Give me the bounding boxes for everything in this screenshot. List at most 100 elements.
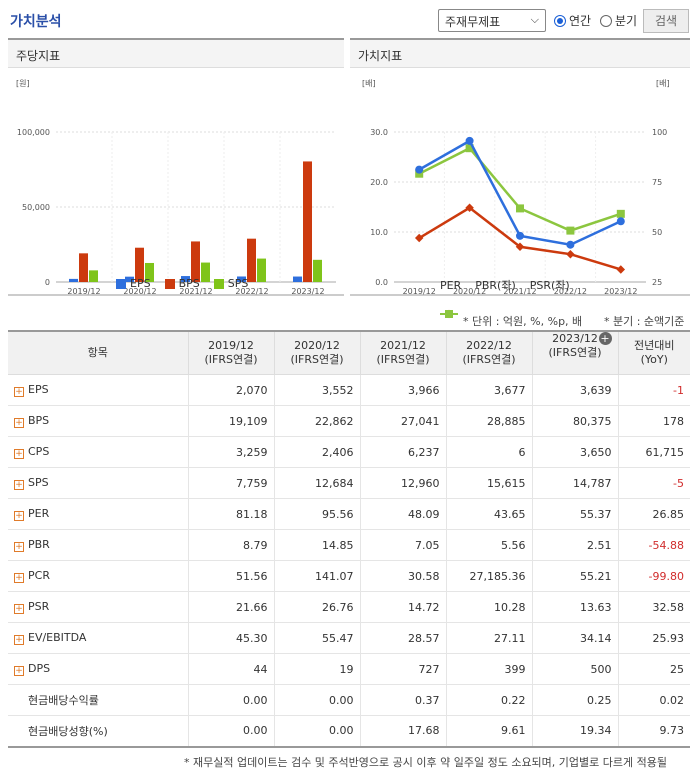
row-label: SPS <box>28 476 49 489</box>
expand-plus-icon[interactable]: + <box>14 480 24 490</box>
yoy-cell: 0.02 <box>617 684 690 716</box>
table-cell: 7.05 <box>359 529 446 561</box>
y-tick-label-right: 25 <box>652 278 662 287</box>
legend-item-per[interactable]: PER <box>440 279 461 318</box>
table-cell: 27.11 <box>445 622 532 654</box>
expand-plus-icon[interactable]: + <box>14 573 24 583</box>
expand-plus-icon[interactable]: + <box>14 387 24 397</box>
table-cell: 19 <box>273 653 360 685</box>
yoy-cell: 25.93 <box>617 622 690 654</box>
legend-item-sps[interactable]: SPS <box>213 277 248 290</box>
legend-label-pbr: PBR(좌) <box>475 279 516 292</box>
bar-bps <box>191 241 200 282</box>
yoy-cell: -1 <box>617 374 690 406</box>
yoy-cell: -54.88 <box>617 529 690 561</box>
table-cell: 27,041 <box>359 405 446 437</box>
add-column-plus-icon[interactable]: + <box>598 332 612 345</box>
radio-annual-label: 연간 <box>569 14 592 28</box>
search-button[interactable]: 검색 <box>643 9 689 33</box>
legend-swatch-eps <box>116 278 126 289</box>
table-cell: 399 <box>445 653 532 685</box>
table-cell: 19.34 <box>531 715 618 747</box>
table-cell: 80,375 <box>531 405 618 437</box>
top-bar: 가치분석 주재무제표 ⌵ 연간 분기 검색 <box>0 0 694 40</box>
table-row: + PBR 8.79 14.85 7.05 5.56 2.51 -54.88 <box>8 529 690 561</box>
expand-plus-icon[interactable]: + <box>14 511 24 521</box>
table-cell: 28.57 <box>359 622 446 654</box>
bar-bps <box>79 253 88 282</box>
row-label-cell[interactable]: + PBR <box>8 529 188 561</box>
table-cell: 30.58 <box>359 560 446 592</box>
table-cell: 9.61 <box>445 715 532 747</box>
row-label-cell[interactable]: + BPS <box>8 405 188 437</box>
table-row: + DPS 44 19 727 399 500 25 <box>8 653 690 685</box>
row-label-cell[interactable]: + CPS <box>8 436 188 468</box>
bar-eps <box>125 276 134 282</box>
column-header: 2021/12 (IFRS연결) <box>359 330 447 375</box>
bar-bps <box>247 238 256 282</box>
bar-sps <box>145 262 154 282</box>
table-cell: 12,684 <box>273 467 360 499</box>
row-label-cell[interactable]: + EPS <box>8 374 188 406</box>
table-cell: 3,639 <box>531 374 618 406</box>
table-cell: 0.00 <box>273 715 360 747</box>
chevron-down-icon: ⌵ <box>530 13 539 26</box>
expand-plus-icon[interactable]: + <box>14 542 24 552</box>
table-cell: 55.47 <box>273 622 360 654</box>
expand-plus-icon[interactable]: + <box>14 604 24 614</box>
row-label-cell[interactable]: + DPS <box>8 653 188 685</box>
legend-swatch-bps <box>164 278 175 289</box>
statement-select-value: 주재무제표 <box>445 15 501 29</box>
table-cell: 21.66 <box>187 591 274 623</box>
x-tick-label: 2019/12 <box>403 287 436 296</box>
column-header-item: 항목 <box>8 330 189 375</box>
legend-item-eps[interactable]: EPS <box>116 277 151 290</box>
yoy-cell: 9.73 <box>617 715 690 747</box>
column-header-line1: 2020/12 <box>294 339 340 352</box>
row-label-cell[interactable]: + SPS <box>8 467 188 499</box>
table-cell: 19,109 <box>187 405 274 437</box>
table-cell: 6,237 <box>359 436 446 468</box>
column-header-line2: (IFRS연결) <box>462 353 516 366</box>
row-label-cell[interactable]: + PCR <box>8 560 188 592</box>
statement-select[interactable]: 주재무제표 ⌵ <box>438 9 546 32</box>
column-header-line2: (IFRS연결) <box>548 346 602 359</box>
radio-quarter[interactable]: 분기 <box>600 12 637 29</box>
legend-item-bps[interactable]: BPS <box>164 277 200 290</box>
x-tick-label: 2020/12 <box>453 287 486 296</box>
row-label: DPS <box>28 662 51 675</box>
table-row: + PER 81.18 95.56 48.09 43.65 55.37 26.85 <box>8 498 690 530</box>
legend-item-pbr[interactable]: PBR(좌) <box>440 277 516 319</box>
column-header: 2019/12 (IFRS연결) <box>187 330 275 375</box>
table-cell: 14.85 <box>273 529 360 561</box>
table-cell: 17.68 <box>359 715 446 747</box>
legend-marker-psr <box>440 310 458 318</box>
table-cell: 14.72 <box>359 591 446 623</box>
table-cell: 34.14 <box>531 622 618 654</box>
y-tick-label-right: 50 <box>652 228 662 237</box>
expand-plus-icon[interactable]: + <box>14 418 24 428</box>
unit-note: * 단위 : 억원, %, %p, 배 <box>463 315 583 328</box>
legend-item-psr[interactable]: PSR(좌) <box>440 277 570 318</box>
expand-plus-icon[interactable]: + <box>14 635 24 645</box>
table-cell: 3,552 <box>273 374 360 406</box>
y-tick-label-left: 0.0 <box>375 278 388 287</box>
row-label: BPS <box>28 414 50 427</box>
bar-bps <box>135 247 144 282</box>
page-title: 가치분석 <box>10 14 62 30</box>
row-label-cell[interactable]: + PER <box>8 498 188 530</box>
bar-sps <box>201 262 210 282</box>
yoy-cell: 61,715 <box>617 436 690 468</box>
column-header-line1: 2019/12 <box>208 339 254 352</box>
expand-plus-icon[interactable]: + <box>14 449 24 459</box>
column-header: 2020/12 (IFRS연결) <box>273 330 361 375</box>
table-row: + EV/EBITDA 45.30 55.47 28.57 27.11 34.14 25.93 <box>8 622 690 654</box>
column-header-line1: 2021/12 <box>380 339 426 352</box>
radio-annual[interactable]: 연간 <box>554 12 591 29</box>
bar-sps <box>89 270 98 282</box>
row-label-cell[interactable]: + PSR <box>8 591 188 623</box>
row-label-cell[interactable]: + EV/EBITDA <box>8 622 188 654</box>
expand-plus-icon[interactable]: + <box>14 666 24 676</box>
y-tick-label-left: 30.0 <box>370 128 388 137</box>
table-row: + EPS 2,070 3,552 3,966 3,677 3,639 -1 <box>8 374 690 406</box>
